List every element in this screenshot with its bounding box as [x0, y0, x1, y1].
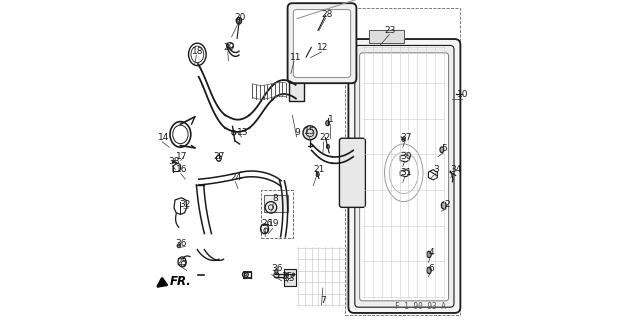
Text: 19: 19: [268, 220, 280, 228]
Text: 15: 15: [304, 127, 316, 136]
Ellipse shape: [232, 131, 236, 135]
Text: 20: 20: [234, 13, 246, 22]
Text: 5: 5: [441, 144, 447, 153]
Text: 21: 21: [313, 165, 324, 174]
Ellipse shape: [326, 144, 329, 149]
Bar: [345, 8, 461, 315]
Ellipse shape: [326, 121, 329, 126]
Text: 17: 17: [176, 152, 188, 161]
Text: 36: 36: [272, 264, 283, 273]
Text: 6: 6: [428, 264, 435, 273]
Ellipse shape: [402, 138, 405, 141]
Ellipse shape: [275, 269, 278, 273]
Text: 27: 27: [213, 152, 224, 161]
Text: 36: 36: [175, 239, 187, 248]
Text: 1: 1: [328, 116, 334, 124]
Text: 24: 24: [231, 173, 242, 182]
FancyBboxPatch shape: [288, 3, 356, 83]
FancyBboxPatch shape: [339, 138, 365, 207]
Text: 13: 13: [237, 128, 249, 137]
Text: 31: 31: [401, 168, 412, 177]
Text: 30: 30: [401, 152, 412, 161]
Text: 22: 22: [320, 133, 331, 142]
Text: 8: 8: [272, 194, 278, 203]
Ellipse shape: [286, 273, 288, 276]
Text: 23: 23: [384, 26, 396, 35]
Text: 35: 35: [281, 272, 293, 281]
Text: 4: 4: [429, 248, 435, 257]
Ellipse shape: [316, 28, 319, 31]
FancyBboxPatch shape: [360, 53, 448, 301]
Text: 32: 32: [180, 200, 191, 209]
Text: 14: 14: [157, 133, 169, 142]
Text: 3: 3: [433, 165, 440, 174]
Text: 26: 26: [261, 220, 272, 228]
Text: 7: 7: [320, 296, 326, 305]
Ellipse shape: [427, 267, 432, 274]
Bar: [284, 269, 296, 286]
Text: F 1 90 93 A: F 1 90 93 A: [395, 302, 446, 311]
Text: 25: 25: [176, 258, 188, 267]
Ellipse shape: [292, 273, 294, 276]
Text: FR.: FR.: [170, 275, 192, 288]
Ellipse shape: [316, 172, 319, 177]
FancyBboxPatch shape: [293, 10, 351, 77]
Ellipse shape: [427, 251, 432, 258]
Ellipse shape: [172, 160, 175, 163]
Text: 38: 38: [168, 157, 179, 166]
FancyBboxPatch shape: [348, 39, 461, 313]
Bar: [288, 77, 304, 101]
Text: 10: 10: [457, 90, 469, 99]
Bar: [369, 30, 404, 43]
Ellipse shape: [177, 244, 180, 248]
FancyBboxPatch shape: [355, 45, 454, 307]
Ellipse shape: [441, 202, 446, 209]
Text: 16: 16: [176, 165, 188, 174]
Text: 33: 33: [283, 274, 295, 283]
Text: 12: 12: [317, 44, 329, 52]
Ellipse shape: [440, 147, 444, 153]
Circle shape: [303, 126, 317, 140]
Text: 2: 2: [445, 200, 450, 209]
Bar: [262, 190, 293, 238]
Ellipse shape: [308, 47, 312, 52]
Text: 34: 34: [450, 165, 461, 174]
Text: 9: 9: [294, 128, 300, 137]
Text: 11: 11: [290, 53, 301, 62]
Text: 18: 18: [192, 47, 203, 56]
Text: 29: 29: [224, 44, 235, 52]
Text: 28: 28: [321, 10, 332, 19]
Text: 37: 37: [401, 133, 412, 142]
Bar: [264, 195, 288, 212]
